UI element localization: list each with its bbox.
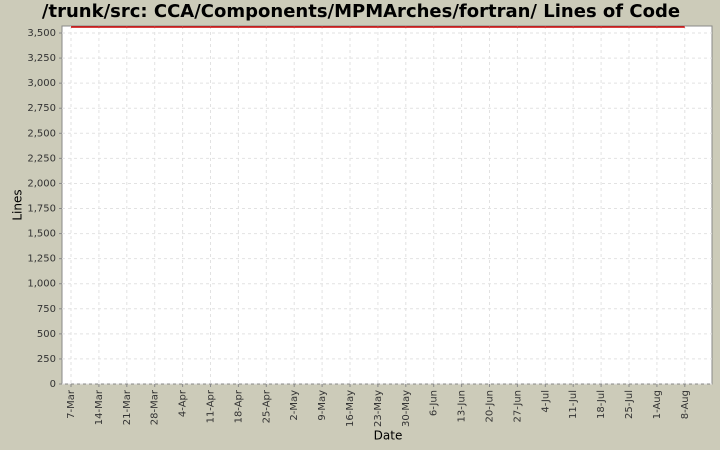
x-tick-label: 27-Jun [512, 390, 523, 423]
x-tick-label: 13-Jun [457, 390, 468, 423]
x-tick-label: 23-May [373, 390, 384, 427]
x-tick-label: 25-Jul [624, 390, 635, 419]
y-tick-label: 3,000 [27, 78, 56, 89]
y-tick-label: 2,750 [27, 103, 56, 114]
x-tick-label: 18-Jul [596, 390, 607, 419]
x-tick-label: 11-Jul [568, 390, 579, 419]
y-tick-label: 1,750 [27, 204, 56, 215]
x-tick-label: 4-Jul [540, 390, 551, 413]
x-tick-label: 30-May [401, 390, 412, 427]
y-tick-label: 3,500 [27, 28, 56, 39]
y-tick-label: 1,250 [27, 254, 56, 265]
y-tick-label: 2,000 [27, 178, 56, 189]
y-tick-label: 0 [50, 379, 56, 390]
x-tick-label: 28-Mar [150, 389, 161, 425]
y-tick-label: 2,250 [27, 153, 56, 164]
x-tick-label: 4-Apr [178, 389, 189, 417]
x-tick-label: 20-Jun [485, 390, 496, 423]
y-tick-label: 1,500 [27, 229, 56, 240]
y-tick-label: 750 [37, 304, 56, 315]
x-tick-label: 14-Mar [94, 389, 105, 425]
y-tick-label: 500 [37, 329, 56, 340]
y-tick-label: 250 [37, 354, 56, 365]
x-tick-label: 9-May [317, 390, 328, 421]
x-tick-label: 6-Jun [429, 390, 440, 416]
plot-area [61, 25, 713, 385]
y-axis-title: Lines [11, 189, 25, 220]
x-tick-label: 18-Apr [233, 389, 244, 423]
y-tick-label: 1,000 [27, 279, 56, 290]
chart-title: /trunk/src: CCA/Components/MPMArches/for… [42, 1, 680, 22]
x-tick-label: 2-May [289, 390, 300, 421]
x-tick-label: 7-Mar [66, 389, 77, 419]
x-tick-label: 21-Mar [122, 389, 133, 425]
x-tick-label: 8-Aug [680, 390, 691, 419]
x-axis-title: Date [374, 429, 403, 443]
y-tick-label: 2,500 [27, 128, 56, 139]
x-tick-label: 1-Aug [652, 390, 663, 419]
x-tick-label: 25-Apr [261, 389, 272, 423]
x-tick-label: 11-Apr [206, 389, 217, 423]
x-tick-label: 16-May [345, 390, 356, 427]
y-tick-label: 3,250 [27, 53, 56, 64]
